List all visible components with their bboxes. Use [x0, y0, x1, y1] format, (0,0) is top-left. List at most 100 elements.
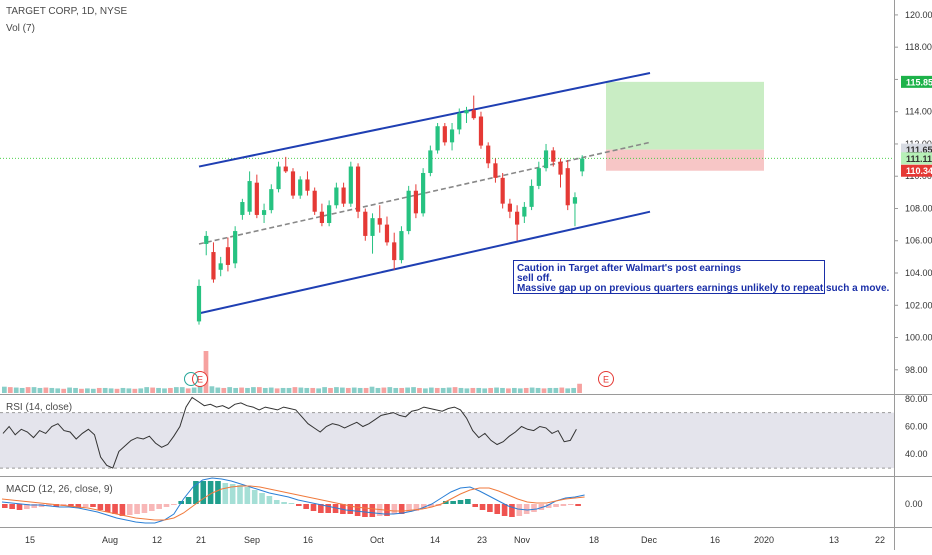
candle: [413, 184, 418, 219]
channel-lower: [198, 210, 651, 315]
candle-body: [283, 166, 288, 172]
candle-body: [471, 110, 476, 119]
volume-bar: [19, 387, 25, 393]
earnings-marker-past[interactable]: E: [184, 371, 208, 387]
candle: [428, 145, 433, 177]
macd-histogram-bar: [501, 504, 508, 516]
candle: [233, 226, 238, 269]
candle: [406, 185, 411, 235]
macd-histogram-bar: [244, 487, 251, 504]
rsi-panel: 80.00 60.00 40.00: [0, 394, 928, 469]
volume-bar: [2, 386, 7, 393]
volume-bar: [547, 387, 553, 393]
volume-bar: [251, 387, 256, 393]
volume-bar: [209, 386, 215, 393]
price-tick-label: 106.00: [905, 236, 932, 246]
volume-bar: [144, 387, 150, 393]
candle: [269, 184, 274, 214]
candle-body: [261, 210, 267, 215]
volume-bar: [114, 388, 120, 393]
volume-bar: [559, 387, 565, 393]
price-tick-label: 118.00: [905, 42, 932, 52]
volume-bar: [185, 388, 191, 393]
volume-bar: [233, 387, 238, 393]
time-tick-label: Nov: [514, 535, 531, 545]
macd-histogram-bar: [406, 504, 412, 512]
volume-bar: [577, 383, 582, 393]
macd-histogram-bar: [75, 504, 82, 508]
macd-histogram-bar: [347, 504, 354, 514]
candle-body: [341, 187, 346, 204]
earnings-marker-upcoming[interactable]: E: [598, 371, 614, 387]
annotation-line: sell off.: [517, 273, 552, 284]
volume-bar: [173, 387, 179, 393]
macd-histogram-bar: [68, 504, 74, 507]
time-tick-label: 15: [25, 535, 35, 545]
candle: [261, 203, 267, 224]
candle-body: [413, 190, 418, 214]
macd-histogram-bar: [413, 504, 420, 511]
volume-bar: [37, 387, 43, 393]
volume-bar: [90, 388, 96, 393]
volume-bar: [102, 387, 108, 393]
volume-bar: [298, 387, 304, 393]
candles: [196, 95, 585, 325]
candle-body: [233, 231, 238, 264]
macd-histogram-bar: [134, 504, 140, 514]
volume-bar: [31, 387, 37, 393]
candle-body: [522, 206, 527, 217]
volume-bar: [434, 387, 440, 393]
candle-body: [334, 187, 339, 206]
volume-bar: [304, 387, 310, 393]
price-tick-label: 114.00: [905, 107, 932, 117]
macd-histogram-bar: [398, 504, 405, 514]
candle-body: [442, 126, 447, 143]
stop-zone: [606, 149, 764, 171]
candle-body: [500, 177, 505, 204]
candle-body: [384, 224, 390, 243]
volume-bar: [108, 388, 114, 393]
candle-body: [493, 163, 498, 178]
candle: [558, 158, 563, 188]
macd-histogram-bar: [97, 504, 104, 510]
volume-bar: [138, 388, 144, 393]
candle: [471, 95, 476, 120]
candle-body: [464, 110, 469, 114]
time-tick-label: 12: [152, 535, 162, 545]
volume-bar: [571, 387, 577, 393]
candle-body: [457, 113, 462, 130]
volume-bar: [393, 387, 399, 393]
macd-histogram-bar: [538, 504, 545, 510]
annotation-note[interactable]: Caution in Target after Walmart's post e…: [513, 260, 890, 295]
volume-bar: [357, 387, 363, 393]
volume-bar: [369, 386, 375, 393]
volume-bar: [535, 387, 541, 393]
candle-body: [478, 116, 484, 146]
volume-bar: [221, 387, 227, 393]
candle-body: [507, 203, 512, 212]
volume-bar: [351, 387, 357, 393]
volume-bar: [132, 388, 138, 393]
macd-histogram-bar: [266, 496, 273, 504]
candle-body: [377, 218, 382, 225]
macd-histogram-bar: [251, 490, 258, 504]
macd-histogram-bar: [281, 502, 287, 504]
macd-histogram-bar: [420, 504, 427, 509]
candle: [551, 147, 556, 167]
macd-histogram-bar: [553, 504, 559, 507]
price-tick-label: 102.00: [905, 300, 932, 310]
candle-body: [580, 158, 585, 172]
macd-histogram-bar: [126, 504, 133, 515]
volume-bar: [322, 387, 327, 393]
candle-body: [399, 231, 404, 261]
candle-body: [196, 285, 202, 322]
time-tick-label: 13: [829, 535, 839, 545]
time-tick-label: 18: [589, 535, 599, 545]
candle: [225, 237, 231, 272]
target-zone: [606, 81, 764, 150]
candle: [312, 187, 317, 215]
macd-histogram-bar: [545, 504, 552, 508]
volume-bar: [506, 388, 511, 393]
time-tick-label: 14: [430, 535, 440, 545]
